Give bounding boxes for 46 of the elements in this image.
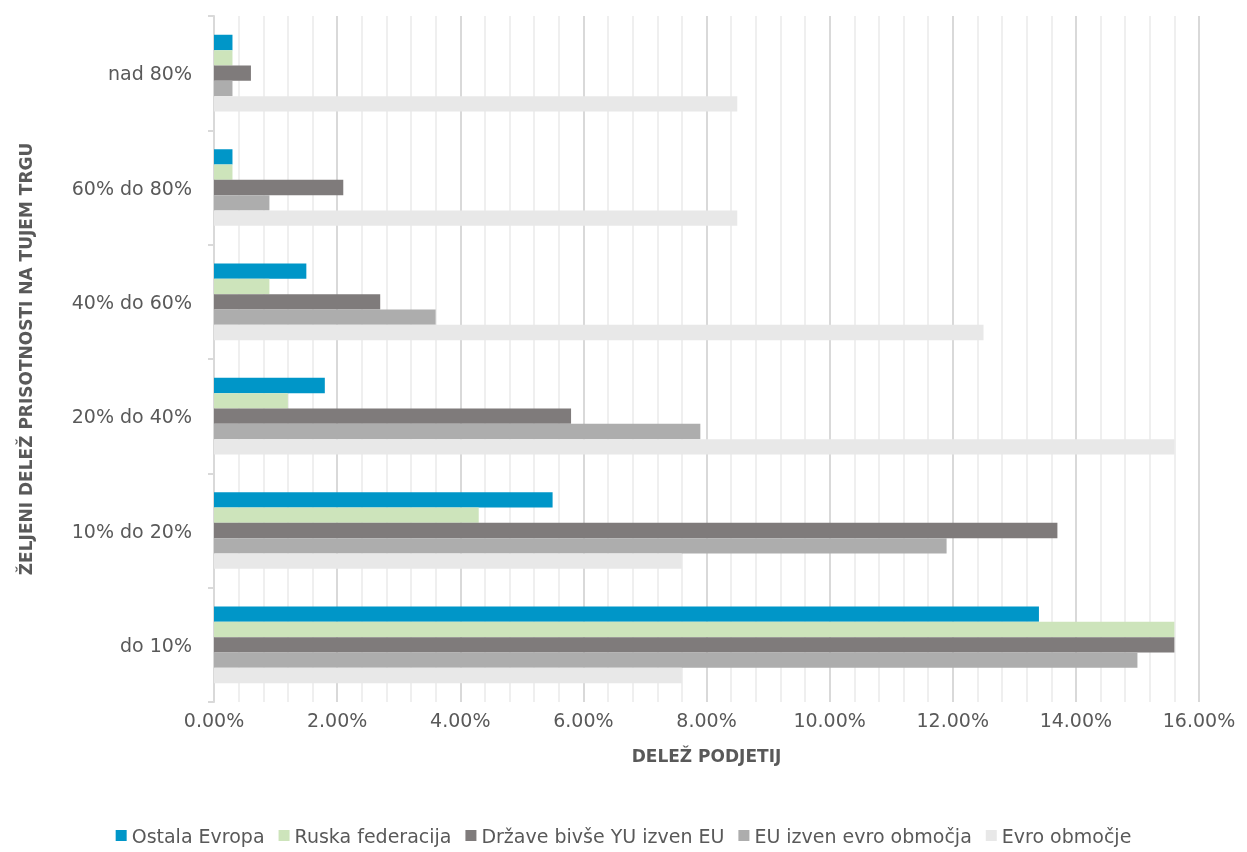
x-tick-label: 0.00% [183, 708, 245, 731]
bar [214, 278, 270, 295]
bar [214, 492, 553, 508]
y-tick-label: 20% do 40% [71, 405, 192, 428]
bar [214, 522, 1058, 539]
bar [214, 149, 233, 165]
bar [214, 507, 479, 523]
bar [214, 377, 325, 394]
bar [214, 652, 1138, 668]
legend-label: EU izven evro območja [754, 824, 972, 847]
y-tick-label: 40% do 60% [71, 290, 192, 313]
bar [214, 179, 344, 196]
bar [214, 195, 270, 211]
x-tick-label: 2.00% [306, 708, 368, 731]
bar [214, 50, 233, 66]
x-tick-label: 4.00% [430, 708, 491, 731]
y-tick-label: 10% do 20% [71, 519, 192, 542]
legend-label: Ruska federacija [294, 824, 452, 847]
x-tick-label: 8.00% [676, 708, 737, 731]
y-tick-label: do 10% [120, 633, 192, 656]
bar [214, 309, 436, 325]
y-tick-label: 60% do 80% [71, 176, 192, 199]
x-tick-label: 10.00% [793, 708, 866, 731]
bar [214, 621, 1175, 638]
legend-label: Ostala Evropa [131, 824, 265, 847]
bar [214, 637, 1175, 653]
y-axis-title: ŽELJENI DELEŽ PRISOTNOSTI NA TUJEM TRGU [14, 142, 36, 576]
bar [214, 65, 251, 81]
bar [214, 606, 1039, 622]
bar [214, 538, 947, 554]
x-tick-label: 16.00% [1162, 708, 1236, 731]
x-tick-label: 14.00% [1039, 708, 1113, 731]
y-tick-label: nad 80% [107, 62, 192, 85]
bar [214, 294, 381, 310]
legend-label: Evro območje [1001, 824, 1132, 847]
x-axis-title: DELEŽ PODJETIJ [631, 744, 782, 766]
bar [214, 164, 233, 180]
x-tick-label: 12.00% [916, 708, 989, 731]
bar [214, 80, 233, 97]
bar [214, 263, 307, 279]
bar [214, 34, 233, 51]
x-tick-label: 6.00% [553, 708, 614, 731]
bar [214, 393, 288, 409]
legend-label: Države bivše YU izven EU [481, 824, 725, 847]
bar [214, 408, 572, 424]
bar [214, 423, 701, 440]
